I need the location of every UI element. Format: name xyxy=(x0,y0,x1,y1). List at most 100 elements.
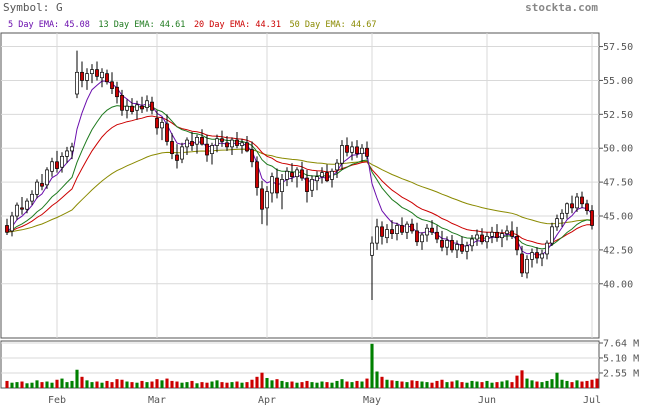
candle-body-up xyxy=(470,238,474,247)
volume-bar xyxy=(580,381,584,388)
candle-body-down xyxy=(585,203,589,211)
volume-bar xyxy=(515,375,519,388)
candle xyxy=(205,134,209,162)
candle xyxy=(525,255,529,279)
candle xyxy=(85,68,89,90)
volume-bar xyxy=(40,382,44,388)
candle xyxy=(75,50,79,99)
volume-bar xyxy=(270,380,274,388)
volume-bar xyxy=(135,382,139,388)
volume-bar xyxy=(255,376,259,388)
candle-body-down xyxy=(165,123,169,142)
candle xyxy=(555,214,559,231)
volume-bar xyxy=(100,382,104,388)
legend-entry: 13 Day EMA: 44.61 xyxy=(98,20,185,30)
candle-body-down xyxy=(305,177,309,192)
candle xyxy=(160,117,164,141)
candle-body-up xyxy=(210,145,214,154)
volume-bar xyxy=(90,382,94,388)
date-tick-label: Apr xyxy=(258,395,276,406)
candle-body-down xyxy=(95,69,99,77)
candle xyxy=(370,236,374,301)
candle-body-down xyxy=(440,240,444,248)
candle-body-down xyxy=(225,142,229,148)
date-tick-label: Jun xyxy=(478,395,496,406)
volume-bar xyxy=(65,382,69,388)
candle xyxy=(325,164,329,183)
volume-panel xyxy=(0,340,600,389)
volume-bar xyxy=(410,380,414,388)
volume-bar xyxy=(350,382,354,388)
candle xyxy=(530,248,534,268)
volume-bar xyxy=(345,381,349,388)
volume-bar xyxy=(170,380,174,388)
volume-bar xyxy=(305,380,309,388)
volume-bar xyxy=(10,382,14,388)
volume-bar xyxy=(555,372,559,388)
candle xyxy=(580,191,584,208)
volume-bar xyxy=(590,379,594,388)
date-axis: Feb Mar Apr May Jun Jul xyxy=(48,395,601,406)
candle-body-up xyxy=(185,139,189,148)
candle xyxy=(345,137,349,157)
volume-bar xyxy=(405,382,409,388)
candle-body-up xyxy=(265,191,269,209)
price-panel xyxy=(0,32,600,339)
candle-body-up xyxy=(50,161,54,172)
volume-bar xyxy=(145,382,149,388)
volume-bar xyxy=(460,382,464,388)
volume-bar xyxy=(520,370,524,388)
candle xyxy=(30,190,34,206)
volume-bar xyxy=(545,380,549,388)
candle xyxy=(250,141,254,168)
volume-bar xyxy=(530,380,534,388)
volume-tick-label: 5.10 M xyxy=(603,353,639,364)
volume-bar xyxy=(215,380,219,388)
candle-body-up xyxy=(75,71,79,95)
candle xyxy=(460,236,464,254)
candle-body-down xyxy=(510,230,514,237)
candle xyxy=(190,131,194,151)
candle-body-down xyxy=(5,225,9,233)
candle xyxy=(280,173,284,210)
volume-bar xyxy=(575,380,579,388)
candle-body-up xyxy=(70,146,74,152)
candle xyxy=(500,229,504,248)
volume-bar xyxy=(300,382,304,388)
volume-bar xyxy=(340,379,344,388)
volume-bar xyxy=(15,382,19,388)
candle xyxy=(330,168,334,188)
volume-bar xyxy=(595,378,599,388)
volume-bar xyxy=(205,382,209,388)
candle xyxy=(315,171,319,191)
candle-body-up xyxy=(45,169,49,186)
candle-body-down xyxy=(120,95,124,111)
candle xyxy=(290,163,294,183)
price-tick-label: 52.50 xyxy=(603,110,633,121)
price-grid xyxy=(1,33,599,388)
candle xyxy=(40,173,44,191)
volume-bar xyxy=(365,378,369,388)
candle-body-down xyxy=(300,169,304,179)
candle-body-down xyxy=(190,141,194,146)
volume-bar xyxy=(375,371,379,388)
candle xyxy=(125,99,129,119)
candle-body-down xyxy=(80,71,84,81)
volume-bar xyxy=(235,381,239,388)
volume-bar xyxy=(560,379,564,388)
candle-body-up xyxy=(295,169,299,178)
volume-bar xyxy=(500,381,504,388)
candle xyxy=(320,167,324,184)
candle xyxy=(470,234,474,252)
candle-body-down xyxy=(20,207,24,210)
volume-grid xyxy=(1,342,599,374)
candle xyxy=(155,110,159,135)
candle xyxy=(55,150,59,173)
candle-body-up xyxy=(25,200,29,210)
candle-body-up xyxy=(230,139,234,148)
volume-bar xyxy=(465,382,469,388)
volume-bar xyxy=(185,382,189,388)
volume-bar xyxy=(110,382,114,388)
candle-body-up xyxy=(315,176,319,182)
candle xyxy=(560,209,564,227)
